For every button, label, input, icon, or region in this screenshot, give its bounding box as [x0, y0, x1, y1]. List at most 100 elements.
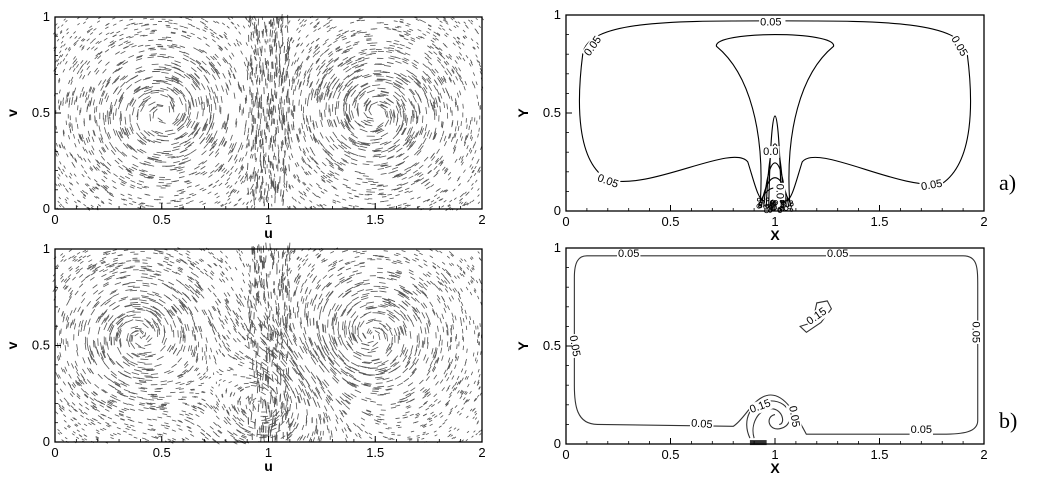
- vector-arrow: [149, 275, 156, 278]
- vector-arrow: [66, 98, 69, 103]
- vector-arrow: [112, 68, 118, 74]
- vector-arrow: [190, 276, 195, 281]
- vector-arrow: [67, 274, 72, 278]
- vector-arrow: [317, 401, 321, 409]
- vector-arrow: [439, 105, 441, 113]
- vector-arrow: [129, 98, 135, 107]
- vector-arrow: [119, 96, 124, 105]
- vector-arrow: [179, 89, 186, 97]
- vector-arrow: [197, 49, 203, 54]
- vector-arrow: [312, 53, 317, 58]
- vector-arrow: [190, 32, 195, 36]
- vector-arrow: [397, 25, 402, 28]
- vector-arrow: [186, 120, 192, 129]
- vector-arrow: [191, 83, 197, 91]
- vector-arrow: [250, 92, 253, 98]
- vector-arrow: [372, 84, 381, 86]
- vector-arrow: [67, 424, 71, 428]
- vector-arrow: [465, 286, 469, 291]
- vector-arrow: [58, 196, 61, 200]
- vector-arrow: [287, 374, 293, 382]
- vector-arrow: [66, 28, 69, 31]
- vector-arrow: [377, 305, 386, 308]
- vector-arrow: [415, 344, 418, 352]
- vector-arrow: [301, 122, 304, 130]
- vector-arrow: [292, 205, 296, 208]
- vector-arrow: [383, 332, 386, 340]
- vector-arrow: [420, 303, 426, 309]
- vector-arrow: [338, 85, 343, 93]
- vector-arrow: [124, 175, 131, 180]
- vector-arrow: [412, 368, 417, 374]
- vector-arrow: [217, 398, 221, 403]
- vector-arrow: [125, 103, 129, 111]
- vector-arrow: [138, 380, 147, 382]
- vector-arrow: [247, 24, 251, 28]
- vector-arrow: [373, 164, 381, 166]
- vector-arrow: [263, 188, 266, 196]
- vector-arrow: [172, 288, 179, 294]
- vector-arrow: [342, 378, 350, 384]
- vector-arrow: [447, 305, 450, 311]
- vector-arrow: [447, 171, 452, 176]
- vector-arrow: [195, 172, 201, 176]
- vector-arrow: [274, 91, 277, 99]
- vector-arrow: [428, 318, 431, 325]
- vector-arrow: [235, 203, 238, 206]
- vector-arrow: [223, 141, 228, 147]
- vector-arrow: [414, 421, 419, 424]
- vector-arrow: [216, 307, 221, 313]
- vector-arrow: [126, 84, 133, 90]
- vector-arrow: [295, 402, 298, 410]
- vector-arrow: [271, 30, 274, 38]
- vector-arrow: [319, 414, 322, 420]
- vector-arrow: [433, 108, 436, 116]
- vector-arrow: [250, 186, 253, 190]
- vector-arrow: [295, 286, 298, 291]
- vector-arrow: [281, 141, 284, 149]
- vector-arrow: [298, 378, 304, 387]
- vector-arrow: [366, 413, 371, 417]
- vector-arrow: [469, 59, 473, 63]
- vector-arrow: [303, 397, 306, 405]
- vector-arrow: [332, 349, 339, 358]
- vector-arrow: [369, 367, 379, 369]
- vector-arrow: [285, 48, 289, 52]
- vector-arrow: [172, 118, 179, 125]
- vector-arrow: [195, 184, 200, 187]
- vector-arrow: [350, 311, 357, 319]
- vector-arrow: [307, 263, 312, 267]
- vector-arrow: [318, 437, 321, 442]
- vector-arrow: [281, 87, 284, 94]
- vector-arrow: [470, 275, 473, 280]
- vector-arrow: [326, 394, 332, 401]
- vector-arrow: [177, 267, 183, 271]
- vector-arrow: [423, 179, 428, 183]
- vector-arrow: [314, 341, 319, 350]
- vector-arrow: [107, 403, 113, 407]
- vector-arrow: [112, 128, 117, 136]
- vector-arrow: [438, 198, 442, 202]
- vector-arrow: [157, 433, 162, 436]
- vector-arrow: [84, 250, 89, 253]
- vector-arrow: [195, 392, 200, 395]
- vector-arrow: [121, 151, 128, 157]
- vector-arrow: [182, 31, 187, 34]
- vector-arrow: [348, 76, 356, 82]
- contour-label: 0.05: [920, 178, 943, 194]
- vector-arrow: [179, 25, 184, 28]
- vector-arrow: [308, 125, 311, 133]
- vector-arrow: [71, 255, 75, 258]
- vector-arrow: [390, 108, 394, 117]
- vector-arrow: [396, 270, 403, 273]
- vector-arrow: [59, 144, 62, 149]
- vector-arrow: [118, 61, 124, 66]
- vector-arrow: [333, 375, 340, 382]
- vector-arrow: [410, 115, 412, 124]
- vector-arrow: [241, 166, 245, 171]
- vector-arrow: [83, 379, 88, 385]
- vector-arrow: [304, 206, 308, 209]
- vector-arrow: [109, 102, 113, 110]
- vector-arrow: [104, 144, 109, 150]
- vector-arrow: [298, 190, 302, 194]
